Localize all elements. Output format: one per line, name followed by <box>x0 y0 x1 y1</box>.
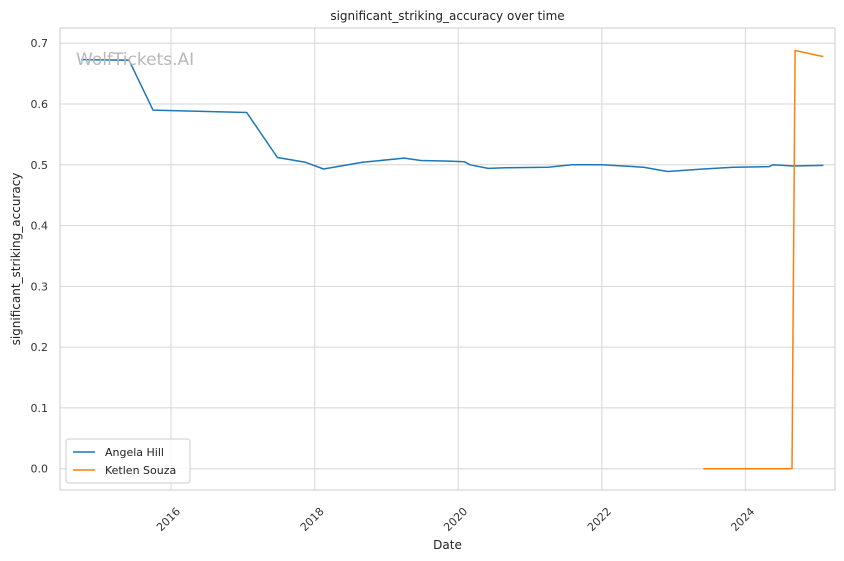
legend: Angela Hill Ketlen Souza <box>65 438 191 484</box>
y-tick-label: 0.5 <box>31 159 49 172</box>
y-tick-label: 0.1 <box>31 402 49 415</box>
plot-frame <box>59 27 836 491</box>
y-tick-label: 0.3 <box>31 280 49 293</box>
gridlines <box>60 28 835 490</box>
legend-label: Angela Hill <box>105 446 164 459</box>
series-layer <box>81 49 824 470</box>
y-tick-label: 0.0 <box>31 463 49 476</box>
chart-title: significant_striking_accuracy over time <box>330 9 564 23</box>
y-axis-ticks: 0.0 0.1 0.2 0.3 0.4 0.5 0.6 0.7 <box>31 37 49 476</box>
y-tick-label: 0.6 <box>31 98 49 111</box>
legend-box <box>65 438 191 484</box>
series-line-1 <box>703 49 824 470</box>
series-line-0 <box>81 58 824 173</box>
watermark: WolfTickets.AI <box>76 50 194 70</box>
y-tick-label: 0.2 <box>31 341 49 354</box>
y-axis-label: significant_striking_accuracy <box>9 173 23 346</box>
y-tick-label: 0.4 <box>31 220 49 233</box>
legend-label: Ketlen Souza <box>105 464 176 477</box>
y-tick-label: 0.7 <box>31 37 49 50</box>
x-axis-label: Date <box>433 538 462 552</box>
